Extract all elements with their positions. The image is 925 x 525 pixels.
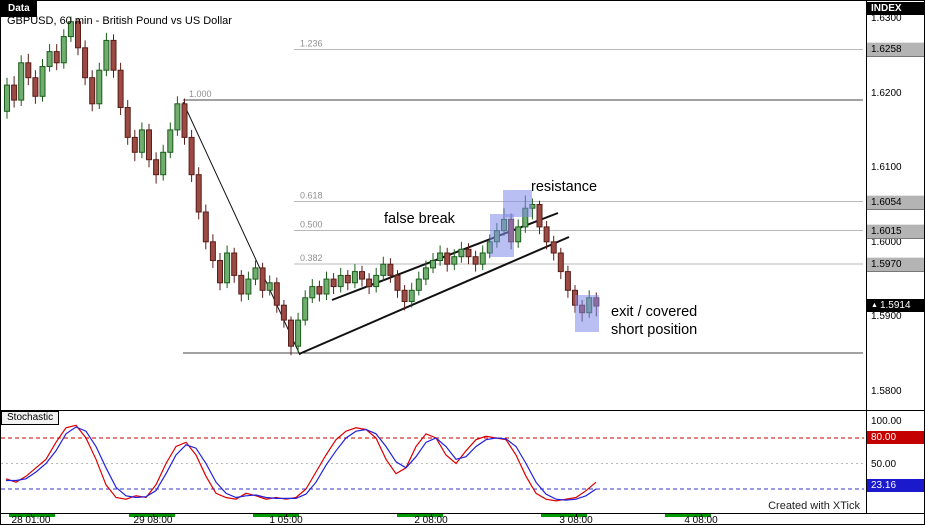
index-badge: INDEX xyxy=(867,2,924,15)
price-chart-canvas[interactable]: 1.236 1.000 0.618 0.500 0.382 xyxy=(1,1,866,410)
chart-title: GBPUSD, 60 min - British Pound vs US Dol… xyxy=(7,15,232,27)
price-level-badge: 1.5970 xyxy=(867,257,924,273)
time-axis-tick xyxy=(701,514,702,517)
session-mark xyxy=(253,514,299,517)
time-axis-tick xyxy=(286,514,287,517)
stochastic-axis[interactable]: 100.00 80.00 50.00 23.16 xyxy=(866,410,924,513)
price-axis-label: 1.5900 xyxy=(871,311,902,323)
price-axis[interactable]: INDEX 1.6300 1.6200 1.6100 1.6000 1.5900 1.580… xyxy=(866,1,924,410)
time-axis-tick xyxy=(153,514,154,517)
svg-text:0.500: 0.500 xyxy=(300,220,323,230)
created-with-label: Created with XTick xyxy=(768,500,860,512)
price-axis-label: 1.5800 xyxy=(871,386,902,397)
price-arrow-icon: ▲ xyxy=(871,301,878,309)
time-axis-label: 3 08:00 xyxy=(559,515,593,525)
time-axis-label: 1 05:00 xyxy=(269,515,303,525)
price-axis-label: 1.6000 xyxy=(871,236,902,248)
svg-text:0.618: 0.618 xyxy=(300,191,323,201)
stochastic-d-line xyxy=(6,426,597,501)
svg-text:1.000: 1.000 xyxy=(189,89,212,99)
price-level-badge: 1.6054 xyxy=(867,194,924,210)
price-level-badge: 1.6015 xyxy=(867,223,924,239)
svg-text:1.236: 1.236 xyxy=(300,38,323,48)
chart-annotation: false break xyxy=(384,211,455,227)
time-axis-label: 29 08:00 xyxy=(133,515,173,525)
session-mark xyxy=(665,514,711,517)
stochastic-axis-label: 100.00 xyxy=(871,416,902,427)
stochastic-level-badge: 23.16 xyxy=(867,479,924,493)
time-axis-tick xyxy=(31,514,32,517)
price-level-badge: 1.6258 xyxy=(867,42,924,58)
stochastic-level-badge: 80.00 xyxy=(867,431,924,444)
time-axis-label: 28 01:00 xyxy=(11,515,51,525)
stochastic-pane[interactable]: Stochastic Created with XTick xyxy=(1,410,866,513)
chart-annotation: exit / covered xyxy=(611,304,698,320)
svg-text:0.382: 0.382 xyxy=(300,253,323,263)
price-current-badge: ▲ 1.5914 xyxy=(867,298,924,312)
stochastic-tab[interactable]: Stochastic xyxy=(1,411,60,425)
price-axis-label: 1.6100 xyxy=(871,162,902,174)
price-axis-label: 1.6200 xyxy=(871,87,902,99)
stochastic-guides xyxy=(1,437,864,490)
chart-annotation: resistance xyxy=(531,179,598,195)
highlight-zones xyxy=(490,190,599,332)
data-tab[interactable]: Data xyxy=(1,1,37,17)
session-mark xyxy=(397,514,443,517)
stochastic-axis-label: 50.00 xyxy=(871,458,897,470)
candlestick-series xyxy=(4,16,600,356)
time-axis-label: 2 08:00 xyxy=(414,515,448,525)
chart-annotation: short position xyxy=(611,322,698,338)
stochastic-canvas[interactable] xyxy=(1,411,866,513)
time-axis-tick xyxy=(576,514,577,517)
time-axis[interactable]: 28 01:00 29 08:00 1 05:00 2 08:00 3 08:00 4 0… xyxy=(1,513,924,525)
session-mark xyxy=(541,514,587,517)
session-mark xyxy=(129,514,175,517)
session-mark xyxy=(9,514,55,517)
price-chart-pane[interactable]: 1.236 1.000 0.618 0.500 0.382 Data GBPUSD, 6… xyxy=(1,1,866,410)
price-axis-label: 1.6300 xyxy=(871,13,902,24)
time-axis-label: 4 08:00 xyxy=(684,515,718,525)
time-axis-tick xyxy=(431,514,432,517)
